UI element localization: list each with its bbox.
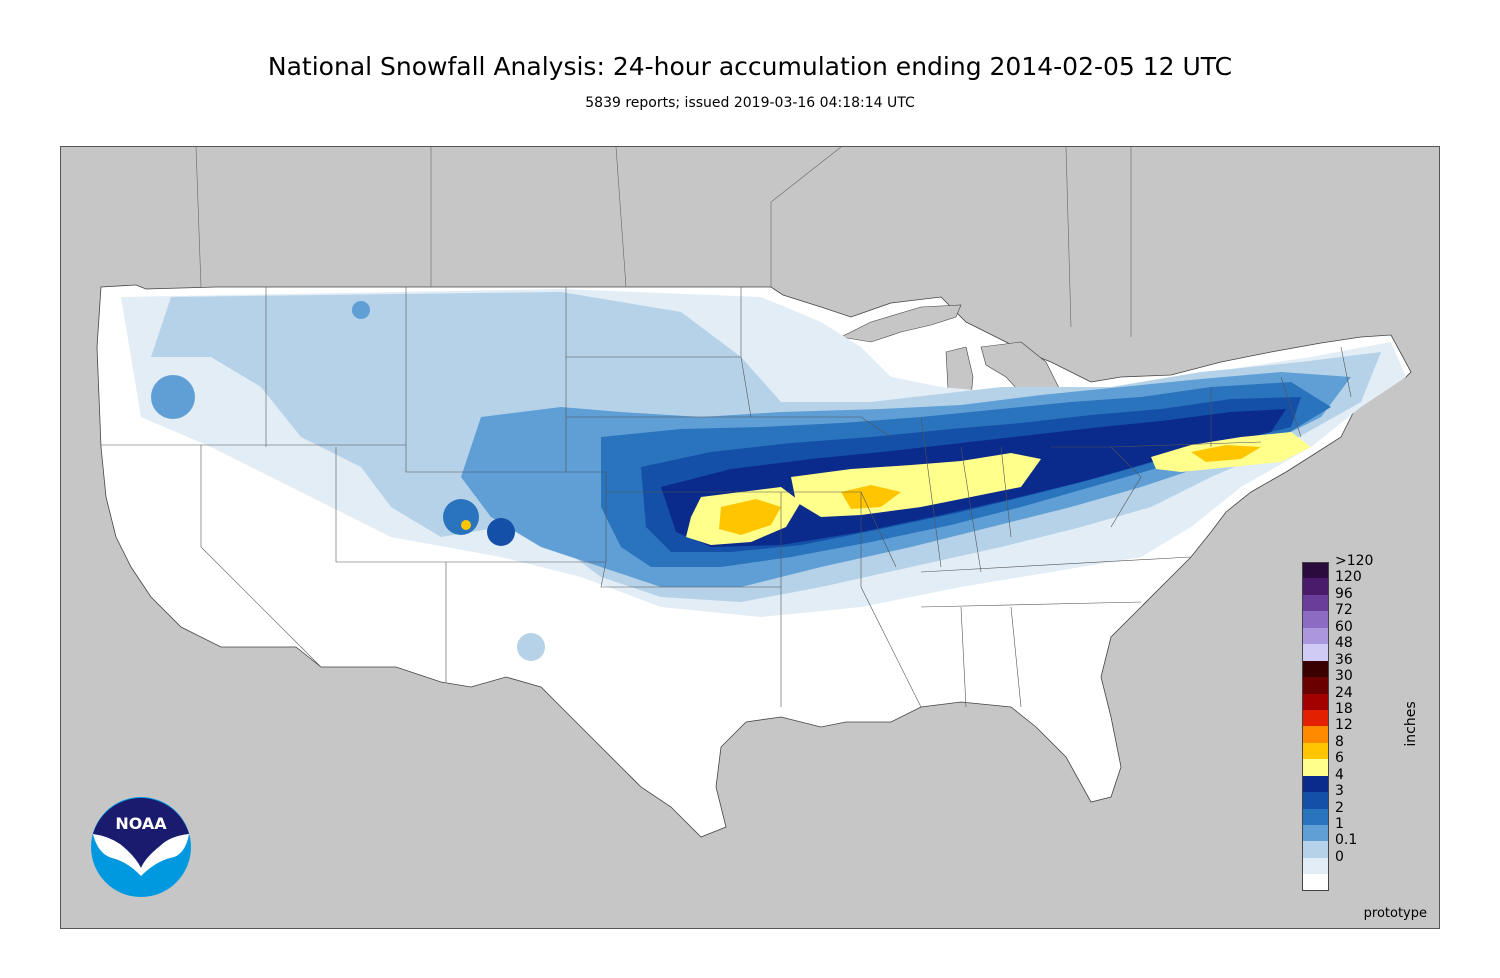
legend-label: 4	[1335, 766, 1344, 783]
legend-row: >120	[1302, 553, 1422, 579]
legend-swatch	[1302, 677, 1329, 694]
legend-unit-label: inches	[1403, 701, 1419, 747]
legend-swatch	[1302, 874, 1329, 891]
legend-swatch	[1302, 594, 1329, 612]
legend-label: 2	[1335, 799, 1344, 816]
legend-row: 96	[1302, 586, 1422, 612]
legend-swatch	[1302, 693, 1329, 710]
legend-label: 0	[1335, 848, 1344, 865]
legend-label: 18	[1335, 700, 1353, 717]
legend-row: 4	[1302, 767, 1422, 793]
legend-label: 0.1	[1335, 832, 1358, 849]
map-subtitle: 5839 reports; issued 2019-03-16 04:18:14…	[585, 95, 915, 111]
legend-label: 30	[1335, 668, 1353, 685]
legend-label: 36	[1335, 651, 1353, 668]
legend-label: >120	[1335, 553, 1374, 569]
legend-row: 6	[1302, 750, 1422, 776]
legend-swatch	[1302, 644, 1329, 661]
map-canvas: prototype	[96, 147, 1427, 921]
mountain-snow-pocket	[461, 520, 471, 530]
legend-row: 18	[1302, 701, 1422, 727]
legend-label: 120	[1335, 569, 1362, 586]
eight-inch-core-east	[1191, 445, 1261, 462]
mountain-snow-pocket	[151, 375, 195, 419]
legend-label: 8	[1335, 733, 1344, 750]
legend-label: 24	[1335, 684, 1353, 701]
noaa-logo-text: NOAA	[115, 814, 167, 833]
legend-swatch	[1302, 742, 1329, 760]
legend-label: 72	[1335, 602, 1353, 619]
legend-swatch	[1302, 808, 1329, 825]
legend-swatch	[1302, 775, 1329, 793]
legend-label: 96	[1335, 585, 1353, 602]
legend-label: 12	[1335, 717, 1353, 734]
map-title: National Snowfall Analysis: 24-hour accu…	[267, 52, 1233, 81]
legend-row: 12	[1302, 717, 1422, 743]
legend-swatch	[1302, 726, 1329, 743]
prototype-label: prototype	[1364, 906, 1427, 921]
legend-row: 8	[1302, 734, 1422, 760]
legend-row: 24	[1302, 685, 1422, 710]
mountain-snow-pocket	[443, 499, 479, 535]
legend-row: 60	[1302, 619, 1422, 645]
legend-label: 1	[1335, 816, 1344, 832]
snowfall-map: prototype	[60, 146, 1440, 929]
state-boundaries	[101, 287, 1352, 708]
legend-row: 30	[1302, 668, 1422, 694]
legend-label: 3	[1335, 783, 1344, 800]
legend-swatch	[1302, 660, 1329, 678]
legend-row: 0.1	[1302, 832, 1422, 858]
legend-swatch	[1302, 759, 1329, 776]
legend-row: 1	[1302, 816, 1422, 842]
legend-row: 72	[1302, 602, 1422, 628]
legend-row: 36	[1302, 652, 1422, 678]
legend-row: 120	[1302, 569, 1422, 595]
legend-label: 60	[1335, 618, 1353, 635]
noaa-logo: NOAA	[91, 797, 191, 897]
mountain-snow-pocket	[517, 633, 545, 661]
legend-swatch	[1302, 562, 1329, 579]
legend-label: 6	[1335, 750, 1344, 767]
legend-row: 3	[1302, 783, 1422, 809]
legend-swatch	[1302, 709, 1329, 727]
legend-row: 0	[1302, 849, 1422, 875]
legend-row: 2	[1302, 800, 1422, 825]
legend-swatch	[1302, 627, 1329, 645]
legend-swatch	[1302, 611, 1329, 628]
mountain-snow-pocket	[487, 518, 515, 546]
legend-swatch	[1302, 792, 1329, 809]
legend-swatch	[1302, 841, 1329, 858]
legend-row	[1302, 874, 1422, 891]
eight-inch-core-central	[841, 485, 901, 509]
snowfall-legend: >120 120 96 72 60 48 36 30 24 18 12 8 6 4 3 2 1 0.1 0	[1302, 553, 1422, 891]
legend-swatch	[1302, 857, 1329, 875]
legend-swatch	[1302, 578, 1329, 595]
lake-superior	[840, 304, 962, 343]
province-boundaries	[195, 147, 1132, 337]
eight-inch-core-west	[719, 499, 781, 535]
snowfall-shading	[121, 289, 1406, 661]
mountain-snow-pocket	[352, 301, 370, 319]
legend-row: 48	[1302, 635, 1422, 661]
legend-label: 48	[1335, 635, 1353, 652]
legend-swatch	[1302, 825, 1329, 842]
